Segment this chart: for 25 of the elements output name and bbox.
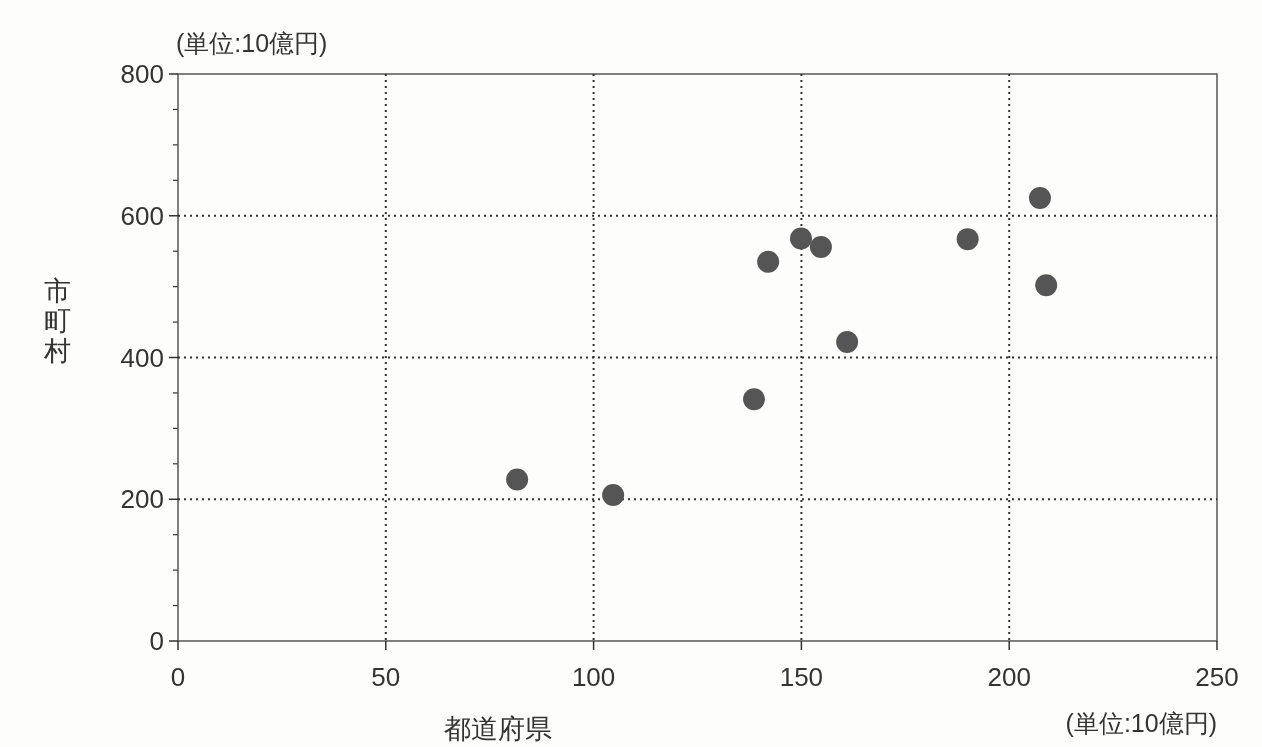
x-tick-label: 150: [779, 662, 824, 692]
point: [757, 250, 780, 273]
point: [743, 388, 766, 411]
point: [602, 484, 625, 506]
point: [956, 228, 979, 251]
point: [836, 330, 859, 353]
point: [809, 235, 832, 258]
x-tick-label: 100: [571, 662, 616, 692]
y-tick-label: 800: [120, 59, 164, 89]
y-tick-label: 600: [120, 200, 164, 231]
y-tick-label: 200: [120, 484, 164, 515]
text: (単位:10億円): [1065, 709, 1217, 737]
y-tick-label: 400: [120, 342, 164, 373]
point: [789, 227, 812, 250]
y-tick-label: 0: [149, 626, 164, 656]
point: [1028, 187, 1051, 210]
text: (単位:10億円): [176, 29, 328, 57]
x-tick-label: 250: [1195, 662, 1239, 692]
x-tick-label: 0: [170, 662, 186, 692]
point: [506, 468, 529, 491]
x-axis-title: 都道府県: [443, 714, 552, 744]
x-tick-label: 50: [371, 662, 401, 692]
y-axis-title: 市町村: [42, 276, 71, 366]
point: [1035, 274, 1058, 297]
x-tick-label: 200: [987, 662, 1031, 692]
